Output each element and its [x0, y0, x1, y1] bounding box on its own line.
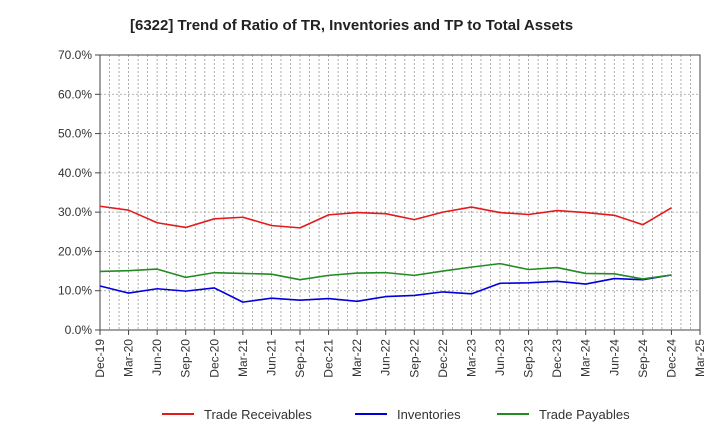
x-tick-label: Mar-21 [236, 339, 250, 377]
grid [100, 55, 700, 330]
x-tick-label: Jun-23 [493, 339, 507, 376]
y-tick-label: 50.0% [58, 127, 92, 141]
x-tick-label: Jun-20 [150, 339, 164, 376]
x-tick-label: Dec-19 [93, 339, 107, 378]
series-line-trade-receivables [99, 205, 672, 229]
x-tick-label: Mar-25 [693, 339, 707, 377]
x-axis: Dec-19 Mar-20 Jun-20 Sep-20 Dec-20 Mar-21 Jun-… [93, 330, 707, 378]
series-line-trade-payables [99, 262, 672, 281]
series-group [99, 205, 672, 303]
y-tick-label: 0.0% [65, 323, 93, 337]
x-tick-label: Mar-22 [350, 339, 364, 377]
chart-title: [6322] Trend of Ratio of TR, Inventories… [130, 17, 573, 34]
x-tick-label: Mar-24 [579, 339, 593, 377]
y-tick-label: 30.0% [58, 205, 92, 219]
x-tick-label: Dec-22 [436, 339, 450, 378]
x-tick-label: Dec-23 [550, 339, 564, 378]
legend-label-trade-payables: Trade Payables [539, 407, 630, 422]
x-tick-label: Sep-24 [636, 339, 650, 378]
x-tick-label: Sep-21 [293, 339, 307, 378]
x-tick-label: Sep-22 [407, 339, 421, 378]
x-tick-label: Mar-23 [464, 339, 478, 377]
y-tick-label: 20.0% [58, 244, 92, 258]
y-axis: 0.0% 10.0% 20.0% 30.0% 40.0% 50.0% 60.0% 70.0% [58, 48, 100, 337]
x-tick-label: Sep-20 [179, 339, 193, 378]
y-tick-label: 40.0% [58, 166, 92, 180]
y-tick-label: 10.0% [58, 284, 92, 298]
legend: Trade Receivables Inventories Trade Payabl… [162, 407, 630, 422]
x-tick-label: Mar-20 [122, 339, 136, 377]
legend-label-trade-receivables: Trade Receivables [204, 407, 312, 422]
x-tick-label: Dec-21 [322, 339, 336, 378]
x-tick-label: Jun-21 [264, 339, 278, 376]
series-line-inventories [99, 274, 672, 303]
legend-label-inventories: Inventories [397, 407, 461, 422]
x-tick-label: Jun-24 [607, 339, 621, 376]
y-tick-label: 60.0% [58, 87, 92, 101]
x-tick-label: Sep-23 [522, 339, 536, 378]
x-tick-label: Dec-24 [664, 339, 678, 378]
plot-area-frame [99, 54, 701, 331]
y-tick-label: 70.0% [58, 48, 92, 62]
x-tick-label: Jun-22 [379, 339, 393, 376]
x-tick-label: Dec-20 [207, 339, 221, 378]
